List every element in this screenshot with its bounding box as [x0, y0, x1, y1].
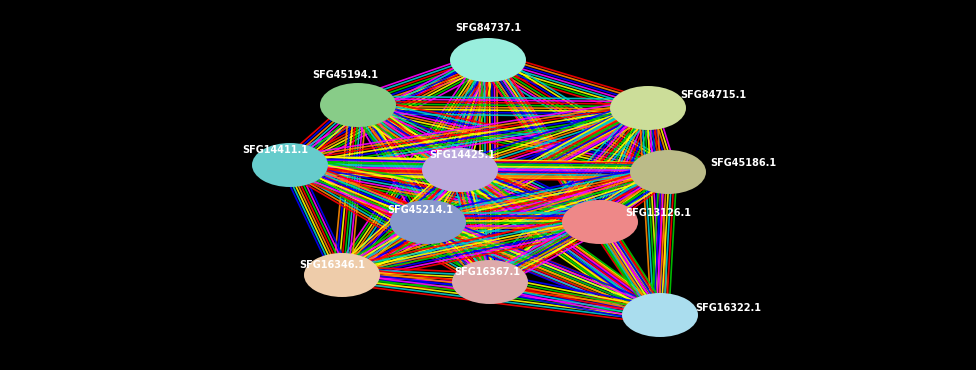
- Text: SFG45194.1: SFG45194.1: [312, 70, 378, 80]
- Ellipse shape: [622, 293, 698, 337]
- Ellipse shape: [252, 143, 328, 187]
- Ellipse shape: [452, 260, 528, 304]
- Text: SFG45214.1: SFG45214.1: [387, 205, 453, 215]
- Text: SFG16322.1: SFG16322.1: [695, 303, 761, 313]
- Text: SFG45186.1: SFG45186.1: [710, 158, 776, 168]
- Ellipse shape: [562, 200, 638, 244]
- Text: SFG13126.1: SFG13126.1: [625, 208, 691, 218]
- Ellipse shape: [450, 38, 526, 82]
- Ellipse shape: [304, 253, 380, 297]
- Text: SFG16346.1: SFG16346.1: [299, 260, 365, 270]
- Ellipse shape: [390, 200, 466, 244]
- Text: SFG14425.1: SFG14425.1: [429, 150, 495, 160]
- Ellipse shape: [610, 86, 686, 130]
- Text: SFG14411.1: SFG14411.1: [242, 145, 308, 155]
- Ellipse shape: [422, 148, 498, 192]
- Ellipse shape: [630, 150, 706, 194]
- Text: SFG84715.1: SFG84715.1: [680, 90, 746, 100]
- Text: SFG16367.1: SFG16367.1: [454, 267, 520, 277]
- Text: SFG84737.1: SFG84737.1: [455, 23, 521, 33]
- Ellipse shape: [320, 83, 396, 127]
